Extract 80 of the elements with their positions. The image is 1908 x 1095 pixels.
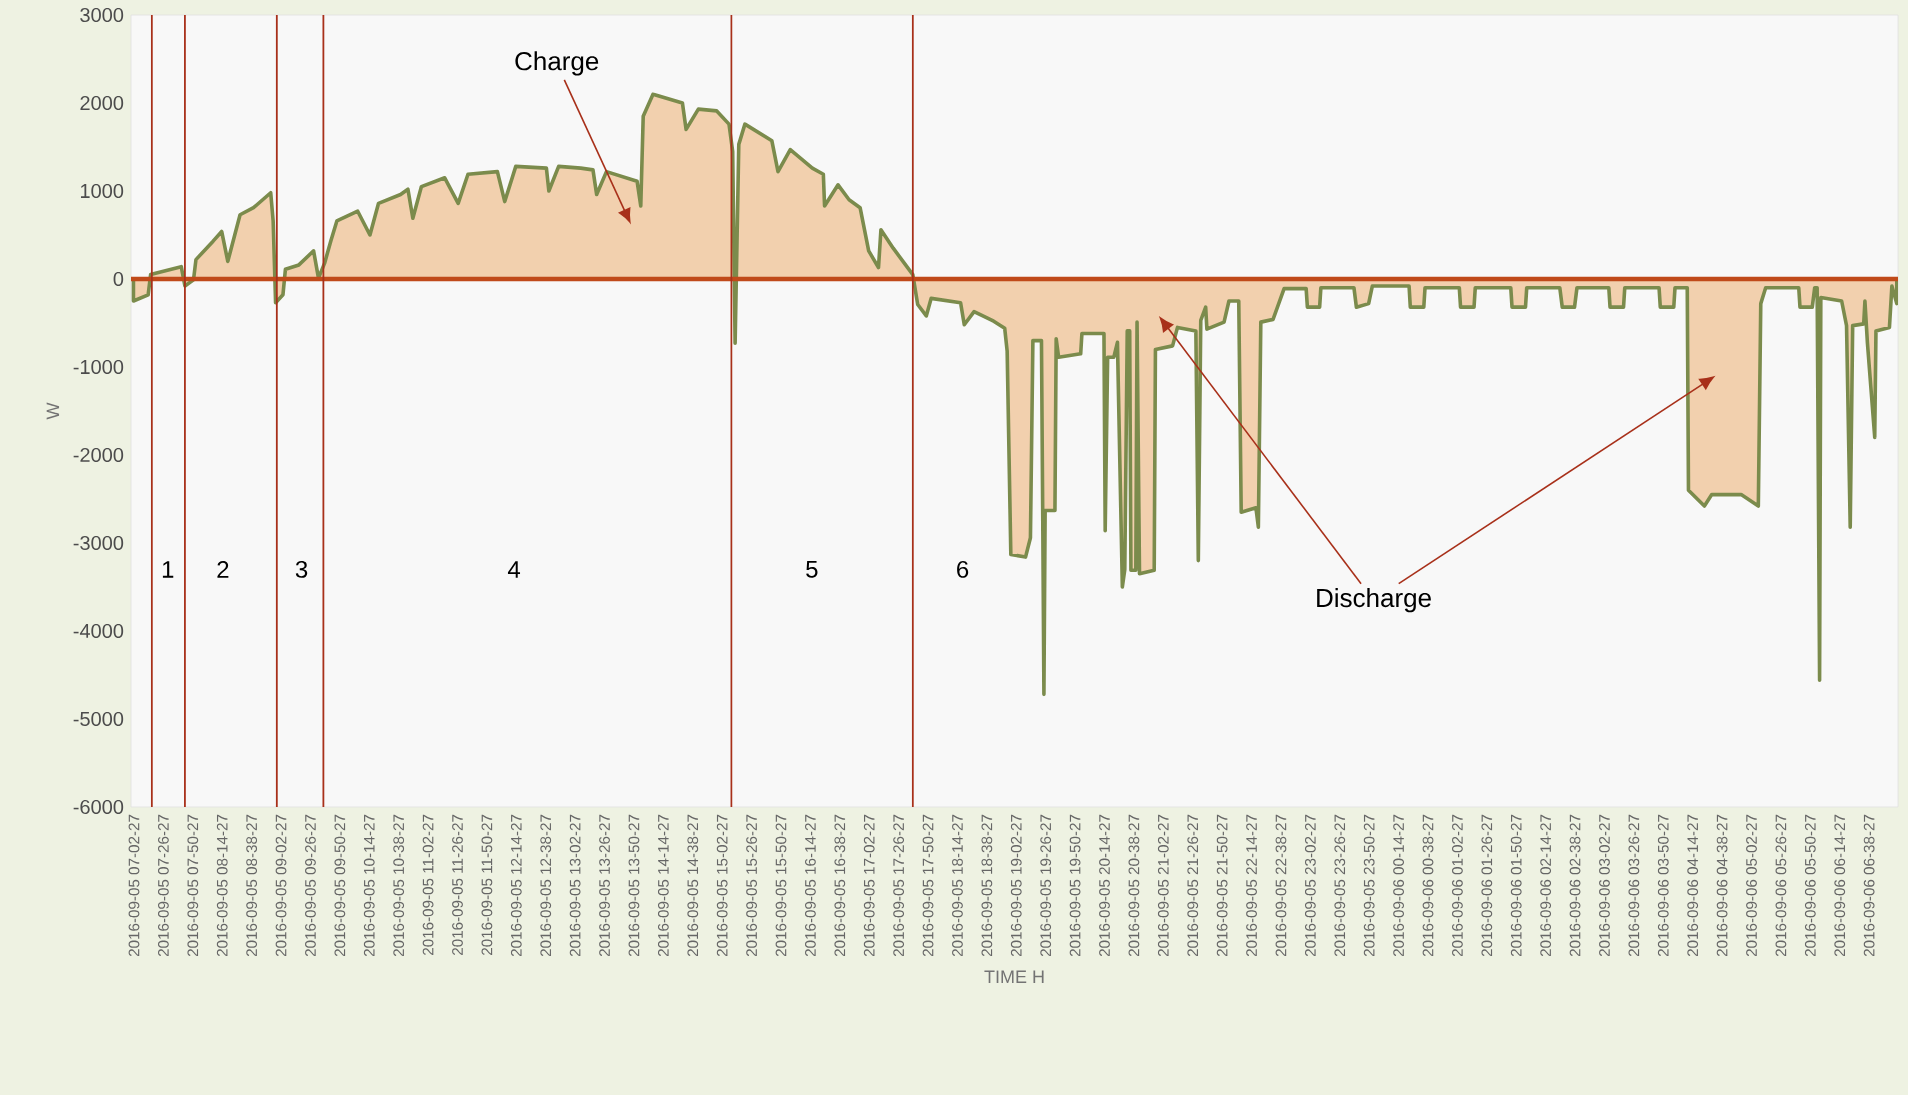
x-tick-label: 2016-09-05 09-02-27 [275, 814, 287, 957]
x-tick-label: 2016-09-06 01-26-27 [1481, 814, 1493, 957]
x-tick-label: 2016-09-06 06-38-27 [1863, 814, 1875, 957]
y-tick-label: -3000 [73, 535, 124, 551]
x-tick-label: 2016-09-05 17-50-27 [922, 814, 934, 957]
y-tick-label: -6000 [73, 799, 124, 815]
x-tick-label: 2016-09-06 06-14-27 [1834, 814, 1846, 957]
x-tick-label: 2016-09-06 01-02-27 [1452, 814, 1463, 957]
x-tick-label: 2016-09-06 00-14-27 [1393, 814, 1404, 957]
x-tick-label: 2016-09-05 22-14-27 [1246, 814, 1257, 957]
x-tick-label: 2016-09-05 08-38-27 [246, 814, 258, 957]
x-tick-label: 2016-09-05 13-50-27 [628, 814, 640, 957]
annotation: 6 [957, 560, 969, 578]
x-tick-label: 2016-09-05 17-02-27 [863, 814, 875, 957]
x-tick-label: 2016-09-05 16-38-27 [834, 814, 846, 957]
x-tick-label: 2016-09-05 23-02-27 [1304, 814, 1316, 957]
annotation: 2 [217, 561, 229, 578]
x-tick-label: 2016-09-06 05-02-27 [1746, 814, 1757, 957]
x-tick-label: 2016-09-06 03-02-27 [1599, 814, 1610, 957]
x-tick-label: 2016-09-06 03-50-27 [1657, 814, 1669, 957]
x-tick-label: 2016-09-05 11-50-27 [481, 814, 493, 955]
x-tick-label: 2016-09-05 08-14-27 [216, 814, 228, 957]
x-tick-label: 2016-09-05 18-38-27 [981, 814, 993, 957]
y-tick-label: -4000 [73, 623, 124, 639]
x-tick-label: 2016-09-06 03-26-27 [1628, 814, 1640, 957]
y-tick-label: 1000 [80, 183, 124, 199]
x-tick-label: 2016-09-05 10-38-27 [393, 814, 405, 957]
x-tick-label: 2016-09-05 21-50-27 [1216, 814, 1228, 957]
annotation: 5 [806, 561, 818, 578]
x-tick-label: 2016-09-05 15-26-27 [746, 814, 757, 957]
x-tick-label: 2016-09-05 21-02-27 [1157, 814, 1169, 957]
x-tick-label: 2016-09-05 19-02-27 [1010, 814, 1022, 957]
annotation: 1 [162, 561, 174, 578]
x-tick-label: 2016-09-05 07-50-27 [187, 814, 199, 957]
x-tick-label: 2016-09-05 12-38-27 [540, 814, 552, 957]
x-tick-label: 2016-09-05 12-14-27 [510, 814, 522, 957]
x-tick-label: 2016-09-05 13-26-27 [599, 814, 610, 957]
y-axis-title: W [46, 402, 60, 420]
x-tick-label: 2016-09-06 05-26-27 [1775, 814, 1787, 957]
y-tick-label: -1000 [73, 359, 124, 375]
x-tick-label: 2016-09-05 11-26-27 [452, 814, 463, 955]
x-tick-label: 2016-09-05 13-02-27 [569, 814, 581, 957]
x-tick-label: 2016-09-05 17-26-27 [893, 814, 905, 957]
x-tick-label: 2016-09-05 19-50-27 [1069, 814, 1081, 957]
x-tick-label: 2016-09-05 16-14-27 [805, 814, 816, 957]
x-tick-label: 2016-09-05 22-38-27 [1275, 814, 1287, 957]
x-tick-label: 2016-09-05 15-02-27 [716, 814, 728, 957]
x-tick-label: 2016-09-06 00-38-27 [1422, 814, 1434, 957]
x-tick-label: 2016-09-05 15-50-27 [775, 814, 787, 957]
x-tick-label: 2016-09-06 05-50-27 [1804, 814, 1816, 957]
x-tick-label: 2016-09-05 09-26-27 [305, 814, 316, 957]
y-tick-label: 0 [113, 271, 124, 287]
x-axis-title: TIME H [984, 970, 1044, 983]
annotation: Charge [515, 51, 599, 76]
x-tick-label: 2016-09-06 02-14-27 [1540, 814, 1552, 957]
x-tick-label: 2016-09-06 04-14-27 [1687, 814, 1699, 957]
x-tick-label: 2016-09-05 23-26-27 [1334, 814, 1346, 957]
x-tick-label: 2016-09-05 10-14-27 [363, 814, 375, 957]
y-tick-label: -5000 [73, 711, 124, 727]
y-tick-label: 2000 [80, 95, 124, 111]
x-tick-label: 2016-09-05 07-02-27 [128, 814, 140, 957]
x-tick-label: 2016-09-05 23-50-27 [1363, 814, 1375, 957]
x-tick-label: 2016-09-05 09-50-27 [334, 814, 346, 957]
x-tick-label: 2016-09-05 14-38-27 [687, 814, 699, 957]
x-tick-label: 2016-09-05 21-26-27 [1187, 814, 1199, 957]
x-tick-label: 2016-09-06 02-38-27 [1569, 814, 1581, 957]
annotation: 3 [295, 560, 308, 578]
x-tick-label: 2016-09-05 07-26-27 [158, 814, 169, 957]
annotation: 4 [507, 561, 521, 578]
x-tick-label: 2016-09-05 19-26-27 [1040, 814, 1052, 957]
y-tick-label: -2000 [73, 447, 124, 463]
annotation: Discharge [1317, 588, 1431, 613]
x-tick-label: 2016-09-05 18-14-27 [952, 814, 963, 957]
y-tick-label: 3000 [80, 7, 124, 23]
x-tick-label: 2016-09-05 11-02-27 [422, 814, 434, 955]
x-tick-label: 2016-09-05 14-14-27 [657, 814, 669, 957]
x-tick-label: 2016-09-05 20-38-27 [1128, 814, 1140, 957]
x-tick-label: 2016-09-05 20-14-27 [1099, 814, 1110, 957]
x-tick-label: 2016-09-06 01-50-27 [1510, 814, 1522, 957]
x-tick-label: 2016-09-06 04-38-27 [1716, 814, 1728, 957]
